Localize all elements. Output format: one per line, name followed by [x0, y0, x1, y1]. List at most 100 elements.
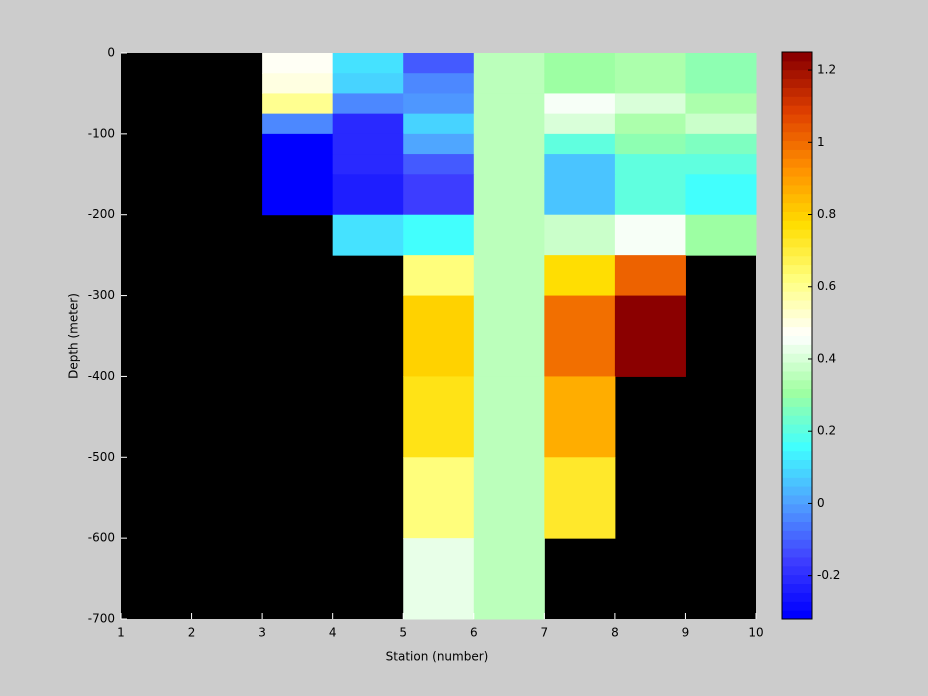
y-tick-label: -600	[88, 531, 115, 545]
heatmap-cell	[332, 174, 404, 216]
x-tick-label: 2	[188, 626, 196, 640]
heatmap-cell	[685, 174, 757, 216]
colorbar-cell	[782, 87, 812, 97]
heatmap-cell	[403, 93, 475, 115]
heatmap-cell	[473, 133, 545, 155]
heatmap-cell	[473, 457, 545, 539]
colorbar-cell	[782, 424, 812, 434]
heatmap-cell	[685, 133, 757, 155]
colorbar-cell	[782, 335, 812, 345]
y-tick-label: -200	[88, 207, 115, 221]
colorbar-cell	[782, 308, 812, 319]
colorbar-cell	[782, 601, 812, 611]
colorbar-cell	[782, 539, 812, 549]
colorbar-frame	[781, 51, 813, 620]
heatmap-cell	[262, 53, 334, 74]
colorbar-cell	[782, 291, 812, 301]
heatmap-cell	[614, 255, 686, 297]
heatmap-cell	[403, 376, 475, 458]
y-axis-label: Depth (meter)	[67, 293, 81, 379]
colorbar-cell	[782, 494, 812, 505]
colorbar-cell	[782, 370, 812, 381]
heatmap-cell	[544, 255, 616, 297]
colorbar-cell	[782, 521, 812, 531]
colorbar-tick-label: 0.8	[817, 207, 836, 221]
colorbar-cell	[782, 211, 812, 221]
heatmap-cell	[332, 113, 404, 135]
heatmap-cell	[685, 53, 757, 74]
colorbar-cell	[782, 556, 812, 567]
heatmap-cell	[614, 113, 686, 135]
heatmap-cell	[403, 73, 475, 94]
heatmap-cell	[614, 154, 686, 175]
heatmap-cell	[403, 113, 475, 135]
x-tick-label: 10	[748, 626, 763, 640]
heatmap-cell	[403, 53, 475, 74]
heatmap-cell	[403, 154, 475, 175]
heatmap-cell	[403, 255, 475, 297]
heatmap-cell	[403, 133, 475, 155]
colorbar-cell	[782, 317, 812, 328]
heatmap-cell	[614, 174, 686, 216]
colorbar-cell	[782, 140, 812, 150]
y-tick-label: -300	[88, 288, 115, 302]
colorbar-cell	[782, 184, 812, 195]
colorbar-cell	[782, 158, 812, 168]
y-tick-label: -400	[88, 369, 115, 383]
colorbar-cell	[782, 344, 812, 354]
colorbar-cell	[782, 52, 812, 62]
x-tick-label: 6	[470, 626, 478, 640]
heatmap-cell	[473, 73, 545, 94]
heatmap-cell	[262, 154, 334, 175]
colorbar-cell	[782, 574, 812, 585]
heatmap-cell	[544, 53, 616, 74]
colorbar-cell	[782, 229, 812, 239]
colorbar-tick-label: 0	[817, 496, 825, 510]
heatmap-cell	[473, 53, 545, 74]
heatmap-cell	[262, 73, 334, 94]
heatmap-cell	[544, 376, 616, 458]
x-tick-label: 8	[611, 626, 619, 640]
colorbar-cell	[782, 512, 812, 523]
colorbar-cell	[782, 78, 812, 88]
heatmap-cell	[262, 113, 334, 135]
heatmap-cell	[403, 538, 475, 620]
colorbar-cell	[782, 69, 812, 80]
colorbar-tick-label: 1	[817, 135, 825, 149]
colorbar-cell	[782, 468, 812, 478]
heatmap-cell	[544, 93, 616, 115]
heatmap-cell	[473, 214, 545, 256]
colorbar-cell	[782, 477, 812, 487]
colorbar-tick-label: -0.2	[817, 568, 840, 582]
colorbar-cell	[782, 122, 812, 133]
colorbar-cell	[782, 450, 812, 461]
x-axis-label: Station (number)	[386, 650, 489, 664]
colorbar-cell	[782, 388, 812, 399]
colorbar-cell	[782, 548, 812, 558]
heatmap-cell	[544, 154, 616, 175]
colorbar-cell	[782, 60, 812, 71]
x-tick-label: 4	[329, 626, 337, 640]
heatmap-cell	[332, 73, 404, 94]
y-tick-label: -100	[88, 126, 115, 140]
colorbar-cell	[782, 246, 812, 257]
colorbar-cell	[782, 167, 812, 177]
colorbar-cell	[782, 326, 812, 336]
heatmap-cell	[403, 214, 475, 256]
colorbar-cell	[782, 362, 812, 372]
colorbar-cell	[782, 193, 812, 204]
y-tick-label: -500	[88, 450, 115, 464]
heatmap-cell	[473, 154, 545, 175]
heatmap-cell	[614, 295, 686, 377]
heatmap-cell	[332, 154, 404, 175]
colorbar-tick-label: 1.2	[817, 63, 836, 77]
heatmap-cell	[473, 538, 545, 620]
heatmap-cell	[332, 214, 404, 256]
colorbar-cell	[782, 282, 812, 292]
colorbar-cell	[782, 432, 812, 443]
heatmap-cell	[614, 133, 686, 155]
colorbar-cell	[782, 149, 812, 159]
heatmap-cell	[685, 113, 757, 135]
heatmap-cell	[332, 53, 404, 74]
